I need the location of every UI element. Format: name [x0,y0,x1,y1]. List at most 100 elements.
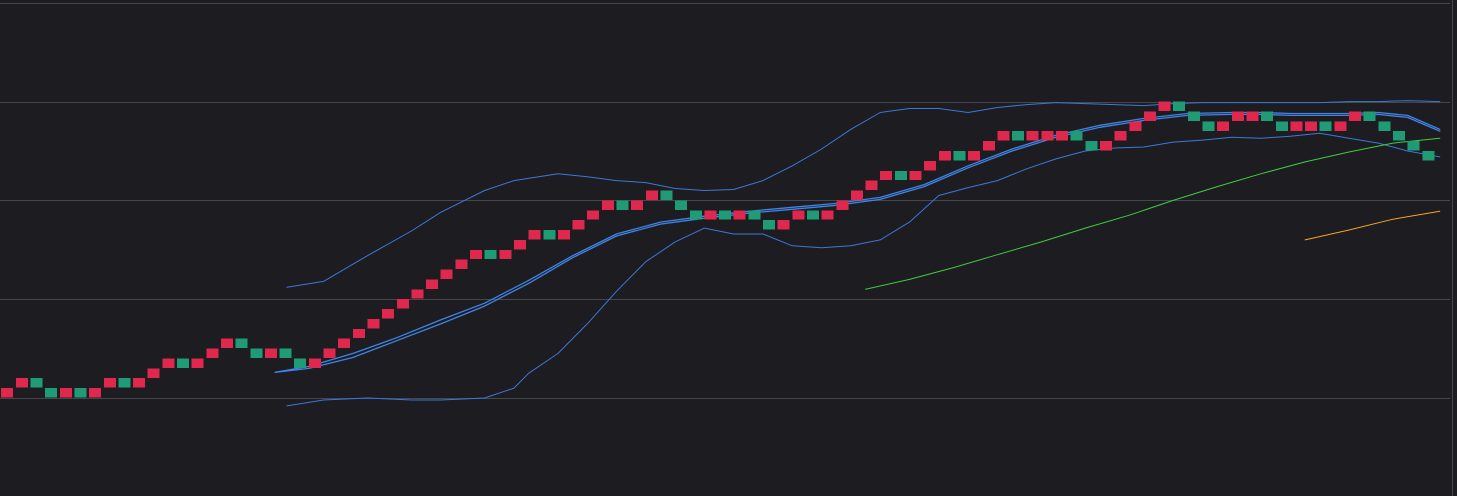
renko-brick-up [338,338,351,349]
renko-brick-down [294,358,307,368]
renko-brick-down [1085,141,1098,151]
renko-brick-up [1056,131,1068,141]
renko-brick-up [1,388,14,398]
renko-brick-up [587,210,600,220]
renko-brick-up [220,338,233,349]
renko-brick-down [1070,131,1083,141]
renko-brick-up [528,230,541,240]
renko-brick-up [367,319,380,329]
renko-brick-down [660,190,673,200]
renko-brick-up [792,210,805,220]
renko-brick-up [1334,121,1347,131]
renko-brick-up [880,170,893,181]
renko-brick-up [147,368,160,378]
renko-bricks [1,101,1435,398]
renko-brick-up [1100,141,1112,151]
renko-brick-up [601,200,614,210]
renko-brick-up [777,220,790,230]
renko-brick-down [763,220,775,230]
renko-brick-down [1378,121,1391,131]
renko-brick-down [953,151,966,161]
renko-brick-down [235,338,248,349]
renko-brick-down [894,170,907,181]
renko-brick-up [572,220,585,230]
renko-brick-up [733,210,746,220]
renko-brick-down [279,348,292,358]
renko-brick-up [499,249,512,260]
renko-brick-up [1129,121,1142,131]
renko-brick-up [1143,111,1156,121]
renko-brick-down [177,358,189,368]
renko-brick-down [616,200,629,210]
renko-brick-up [323,348,336,358]
renko-brick-down [1261,111,1274,121]
renko-brick-up [968,151,981,161]
renko-brick-up [470,249,482,260]
renko-brick-down [543,230,556,240]
renko-brick-up [1290,121,1303,131]
renko-brick-down [748,210,761,220]
renko-brick-up [89,388,102,398]
renko-brick-up [1114,131,1127,141]
renko-brick-up [982,141,995,151]
renko-brick-down [1202,121,1215,131]
renko-brick-down [1187,111,1200,121]
renko-brick-down [118,378,131,388]
renko-brick-up [455,259,468,270]
renko-brick-down [689,210,702,220]
renko-brick-up [162,358,175,368]
renko-brick-up [1305,121,1318,131]
renko-brick-up [850,190,863,200]
renko-brick-down [675,200,688,210]
renko-brick-up [191,358,204,368]
renko-brick-up [557,230,570,240]
indicator-lines [274,100,1441,407]
renko-brick-down [1012,131,1025,141]
renko-brick-up [133,378,145,388]
renko-brick-up [645,190,658,200]
renko-brick-up [631,200,644,210]
renko-brick-up [514,239,526,250]
renko-brick-up [15,378,28,388]
middle-band-line [274,111,1441,373]
renko-brick-up [59,388,72,398]
renko-brick-up [1026,131,1039,141]
renko-brick-down [807,210,819,220]
renko-brick-up [1349,111,1361,121]
renko-brick-down [1319,121,1332,131]
renko-brick-up [396,299,409,309]
renko-brick-down [1363,111,1376,121]
renko-brick-down [30,378,43,388]
renko-brick-up [1158,101,1171,111]
renko-brick-down [1393,131,1405,141]
renko-brick-up [440,269,453,279]
renko-brick-up [103,378,116,388]
renko-brick-up [308,358,321,368]
renko-brick-up [411,289,424,299]
renko-brick-up [352,328,365,339]
renko-brick-up [1041,131,1054,141]
renko-brick-down [45,388,58,398]
renko-brick-down [484,249,497,260]
renko-brick-down [719,210,732,220]
renko-brick-up [997,131,1010,141]
renko-brick-up [1246,111,1259,121]
renko-brick-down [1422,151,1435,161]
renko-brick-down [74,388,87,398]
renko-brick-down [1275,121,1288,131]
renko-brick-up [382,309,395,319]
renko-brick-down [250,348,263,358]
lower-band-line [286,132,1441,407]
renko-brick-up [264,348,277,358]
renko-brick-up [1217,121,1230,131]
renko-brick-up [836,200,849,210]
upper-band-line [286,100,1441,288]
renko-brick-up [938,151,951,161]
middle-band-2-line [274,113,1441,373]
renko-brick-down [1173,101,1186,111]
renko-brick-up [865,180,878,190]
long-moving-average-line [1304,210,1441,241]
renko-brick-up [426,279,439,289]
